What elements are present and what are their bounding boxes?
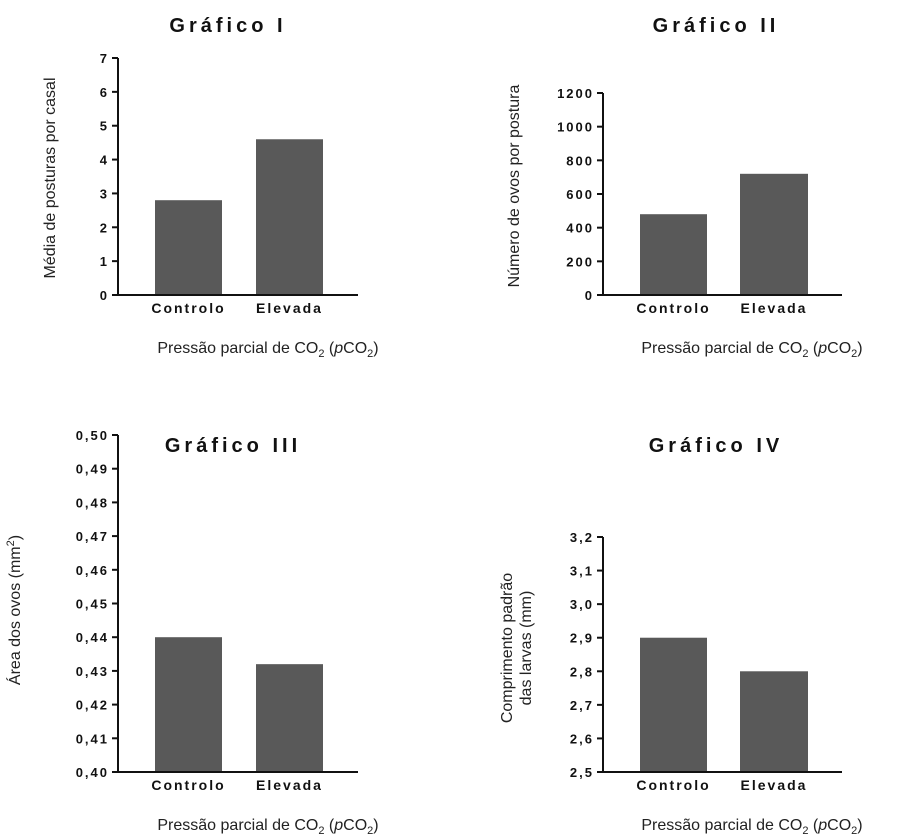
chart-title: Gráfico III [165,435,301,457]
x-axis-label: Pressão parcial de CO2 (pCO2) [641,817,862,837]
y-tick-label: 0,48 [76,495,109,510]
y-tick-label: 0,42 [76,698,109,713]
y-tick-label: 0 [100,288,109,303]
y-tick-label: 0,49 [76,462,109,477]
y-tick-label: 400 [566,221,594,236]
y-axis-label: Média de posturas por casal [42,78,59,279]
y-tick-label: 0,40 [76,765,109,780]
y-tick-label: 7 [100,51,109,66]
chart-title: Gráfico II [653,15,780,37]
y-tick-label: 2 [100,220,109,235]
y-axis-label: Área dos ovos (mm2) [5,535,24,685]
chart-3: Gráfico III 0,40 0,41 0,42 0,43 0,44 0,45 0,46 0… [5,428,379,837]
chart-4: Gráfico IV 2,5 2,6 2,7 2,8 2,9 3,0 3,1 3,2 Contro… [499,435,863,837]
category-label: Controlo [636,777,710,793]
y-tick-label: 6 [100,85,109,100]
category-label: Elevada [256,300,323,316]
x-axis-label: Pressão parcial de CO2 (pCO2) [157,817,378,837]
bar-elevada [740,671,808,772]
y-tick-label: 1200 [557,86,594,101]
category-label: Controlo [151,777,225,793]
y-tick-label: 3,0 [570,597,594,612]
x-axis-label: Pressão parcial de CO2 (pCO2) [641,340,862,360]
bar-controlo [640,637,707,772]
y-tick-label: 2,6 [570,731,594,746]
bar-controlo [155,637,222,772]
y-tick-label: 1 [100,254,109,269]
chart-2: Gráfico II 0 200 400 600 800 1000 1200 Controlo E… [506,15,863,360]
y-tick-label: 0 [585,288,594,303]
x-axis-label: Pressão parcial de CO2 (pCO2) [157,340,378,360]
y-tick-label: 0,45 [76,597,109,612]
y-tick-label: 3,2 [570,530,594,545]
chart-1: Gráfico I 0 1 2 3 4 5 6 7 Controlo Elevada Pressão … [42,15,379,360]
y-tick-label: 0,44 [76,630,109,645]
y-tick-label: 0,50 [76,428,109,443]
y-tick-label: 2,8 [570,664,594,679]
y-tick-label: 1000 [557,120,594,135]
y-tick-label: 0,46 [76,563,109,578]
chart-title: Gráfico IV [649,435,783,457]
y-tick-label: 2,7 [570,698,594,713]
bar-controlo [155,200,222,295]
y-tick-label: 200 [566,254,594,269]
y-tick-label: 2,5 [570,765,594,780]
y-axis-label: Comprimento padrão das larvas (mm) [499,573,535,723]
bar-elevada [740,173,808,295]
y-tick-label: 0,41 [76,731,109,746]
y-tick-label: 2,9 [570,631,594,646]
category-label: Elevada [741,300,808,316]
bar-controlo [640,214,707,295]
category-label: Controlo [151,300,225,316]
y-tick-label: 3 [100,186,109,201]
y-tick-label: 0,43 [76,664,109,679]
bar-elevada [256,139,323,295]
y-tick-label: 4 [100,153,109,168]
y-tick-label: 0,47 [76,529,109,544]
y-tick-label: 600 [566,187,594,202]
category-label: Controlo [636,300,710,316]
y-axis-label: Número de ovos por postura [506,85,523,288]
bar-elevada [256,664,323,772]
category-label: Elevada [741,777,808,793]
y-tick-label: 3,1 [570,564,594,579]
y-tick-label: 800 [566,153,594,168]
chart-title: Gráfico I [169,15,286,37]
category-label: Elevada [256,777,323,793]
y-tick-label: 5 [100,119,109,134]
